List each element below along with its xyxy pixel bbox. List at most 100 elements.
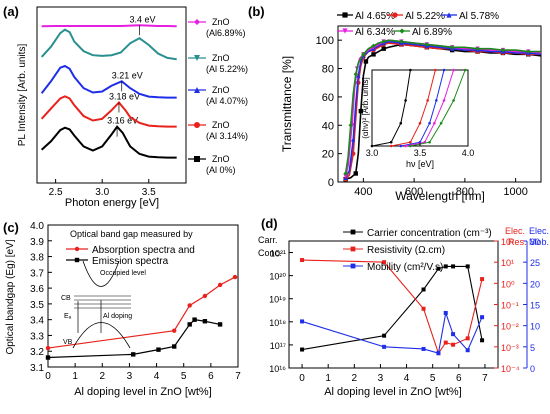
panel-d-point-carrier-concentration-cm-3 bbox=[436, 266, 441, 271]
panel-c-y-tick-label-3-9: 3.9 bbox=[30, 237, 44, 248]
panel-a-peak-label-al-3-14: 3.18 eV bbox=[109, 91, 140, 101]
panel-d-right1-tick-label-1: 10⁻³ bbox=[501, 343, 519, 353]
panel-b-series bbox=[343, 39, 542, 182]
panel-b-inset-point-al-5-22-3 bbox=[426, 99, 429, 102]
panel-b-x-tick-label-400: 400 bbox=[354, 186, 372, 198]
panel-d-right2-tick-label-30: 30 bbox=[530, 237, 540, 247]
panel-c-legend-marker-emission-spectra bbox=[74, 257, 80, 263]
panel-d-right2-tick-label-5: 5 bbox=[530, 343, 535, 353]
panel-d-point-mobility-cm-v-s-4 bbox=[443, 310, 448, 315]
panel-d-label: (d) bbox=[261, 216, 278, 231]
panel-a: (a) 3.16 eV3.18 eV3.21 eV3.4 eV ZnO(Al 0… bbox=[3, 4, 248, 209]
panel-b-point-al-5-78-2 bbox=[351, 137, 356, 142]
panel-d-legend-text-carrier-concentration-cm: Carrier concentration (cm⁻³) bbox=[367, 228, 492, 239]
panel-b-point-al-6-89-4 bbox=[353, 72, 358, 77]
panel-b-inset-point-al-5-22-1 bbox=[409, 140, 412, 144]
panel-c-point-emission-spectra-0 bbox=[45, 355, 51, 360]
panel-b-inset-point-al-5-78-0 bbox=[399, 144, 403, 148]
panel-d-x-tick-label-6: 6 bbox=[456, 373, 462, 384]
panel-c-point-emission-spectra-3 bbox=[172, 344, 177, 349]
panel-a-legend-text2-al-6-89: (Al6.89%) bbox=[206, 28, 246, 38]
panel-d-legend-marker-mobility-cm-v-s bbox=[350, 263, 356, 269]
panel-d-right2-tick-label-20: 20 bbox=[530, 279, 540, 289]
panel-b-line-al-5-78 bbox=[344, 40, 542, 179]
band-diagram-eg-label: Eₐ bbox=[64, 313, 72, 320]
panel-b-legend-text-al-6-89: Al 6.89% bbox=[412, 27, 452, 38]
panel-d-point-mobility-cm-v-s-1 bbox=[382, 344, 387, 349]
panel-c-x-tick-label-1: 1 bbox=[72, 371, 78, 382]
panel-c-point-absorption-spectra-and-2 bbox=[187, 303, 192, 308]
panel-d-point-resistivity-cm-6 bbox=[465, 336, 470, 341]
band-diagram-cb-label: CB bbox=[61, 295, 71, 302]
panel-b-inset-y-axis-label: (αhν)² [Arb. units] bbox=[361, 77, 370, 139]
panel-b-inset-frame bbox=[371, 69, 469, 147]
panel-b-point-al-6-89-6 bbox=[361, 52, 366, 57]
panel-d-right1-tick-label-0: 10⁻⁴ bbox=[501, 364, 520, 374]
panel-d-x-tick-label-0: 0 bbox=[299, 373, 305, 384]
panel-b-x-tick-label-600: 600 bbox=[405, 186, 423, 198]
panel-b-point-al-6-89-12 bbox=[399, 39, 404, 44]
panel-c-x-tick-label-0: 0 bbox=[45, 371, 51, 382]
panel-d-right-axis-label-1b: Res. bbox=[508, 237, 527, 247]
panel-d-point-mobility-cm-v-s-6 bbox=[465, 348, 470, 353]
panel-c-point-emission-spectra-5 bbox=[192, 317, 197, 322]
panel-b-point-al-6-89-8 bbox=[371, 43, 376, 49]
panel-b-point-al-6-89-16 bbox=[449, 45, 455, 50]
panel-c-legend-marker-absorption-spectra-and bbox=[74, 246, 80, 252]
panel-d-point-mobility-cm-v-s-3 bbox=[436, 351, 441, 356]
panel-d-right-axis-label-1a: Elec. bbox=[505, 226, 525, 236]
panel-b-point-al-4-65-6 bbox=[363, 59, 369, 64]
panel-a-line-al-6-89 bbox=[41, 24, 177, 28]
panel-b-legend-text-al-4-65: Al 4.65% bbox=[355, 11, 395, 22]
panel-b-x-tick-label-800: 800 bbox=[456, 186, 474, 198]
panel-c-x-axis-label: Al doping level in ZnO [wt%] bbox=[74, 386, 212, 398]
panel-b-inset-x-tick-label-4: 4.0 bbox=[462, 148, 475, 158]
panel-b-legend-marker-al-6-34 bbox=[342, 28, 348, 34]
panel-d-point-carrier-concentration-cm-0 bbox=[300, 347, 305, 352]
panel-b-label: (b) bbox=[248, 4, 265, 19]
panel-c-series bbox=[45, 274, 238, 360]
panel-b-line-al-4-65 bbox=[345, 43, 542, 180]
panel-a-legend-marker-al-5-22 bbox=[194, 55, 200, 61]
panel-a-legend-text1-al-6-89: ZnO bbox=[212, 17, 230, 27]
panel-b-inset-point-al-5-22-0 bbox=[389, 144, 393, 148]
panel-c-legend-title: Optical band gap measured by bbox=[70, 229, 193, 239]
panel-b-inset-point-al-4-65-1 bbox=[389, 140, 393, 144]
panel-b-point-al-4-65-4 bbox=[358, 108, 364, 114]
panel-c-y-tick-label-3-5: 3.5 bbox=[30, 300, 44, 311]
panel-d-legend: Carrier concentration (cm⁻³) Resistivity … bbox=[343, 228, 492, 273]
panel-d-point-carrier-concentration-cm-4 bbox=[443, 264, 448, 269]
panel-b-y-tick-label-100: 100 bbox=[316, 35, 334, 47]
panel-b-point-al-6-34-0 bbox=[343, 174, 348, 179]
panel-c-x-tick-label-4: 4 bbox=[154, 371, 160, 382]
panel-d-legend-marker-resistivity-cm bbox=[350, 246, 356, 252]
panel-b-inset-point-al-6-34-0 bbox=[404, 144, 407, 148]
panel-d-point-carrier-concentration-cm-5 bbox=[451, 264, 456, 269]
panel-d-left-tick-label-2: 10¹⁸ bbox=[269, 318, 286, 328]
panel-b-x-axis-label: Wavelength [nm] bbox=[395, 189, 485, 203]
panel-c-point-emission-spectra-6 bbox=[202, 319, 208, 324]
panel-c-y-tick-label-3-2: 3.2 bbox=[30, 347, 44, 358]
panel-c-point-absorption-spectra-and-1 bbox=[172, 328, 177, 333]
panel-a-legend-text2-al-0: (Al 0%) bbox=[206, 165, 236, 175]
panel-b-inset-x-tick-label-3: 3.0 bbox=[366, 148, 379, 158]
panel-a-legend-text1-al-3-14: ZnO bbox=[212, 120, 230, 130]
panel-c-x-tick-label-7: 7 bbox=[235, 371, 241, 382]
panel-b-legend-marker-al-5-22 bbox=[392, 12, 398, 18]
panel-a-line-al-5-22 bbox=[40, 28, 177, 61]
panel-b-inset-point-al-6-34-4 bbox=[452, 68, 455, 72]
panel-a-x-tick-label-3: 3.0 bbox=[95, 187, 109, 198]
panel-d-point-resistivity-cm-7 bbox=[480, 277, 485, 282]
panel-b-legend-text-al-5-78: Al 5.78% bbox=[459, 11, 499, 22]
panel-b-inset-point-al-6-34-3 bbox=[442, 99, 446, 102]
panel-d-right-axis-label-2a: Elec. bbox=[529, 226, 549, 236]
panel-a-legend-text2-al-3-14: (Al 3.14%) bbox=[206, 131, 248, 141]
panel-a-legend-text1-al-0: ZnO bbox=[212, 154, 230, 164]
panel-d: (d) 0 1 2 3 4 5 6 7 10¹⁶ 10¹⁷ 10¹⁸ 10¹⁹ 10²⁰ 10²¹ 10⁻⁴… bbox=[258, 216, 549, 398]
panel-a-line-al-0 bbox=[40, 125, 177, 159]
panel-d-point-mobility-cm-v-s-0 bbox=[300, 319, 305, 324]
panel-d-x-tick-label-7: 7 bbox=[482, 373, 488, 384]
panel-b-y-tick-label-80: 80 bbox=[322, 64, 334, 76]
panel-c-point-absorption-spectra-and-5 bbox=[232, 274, 238, 280]
